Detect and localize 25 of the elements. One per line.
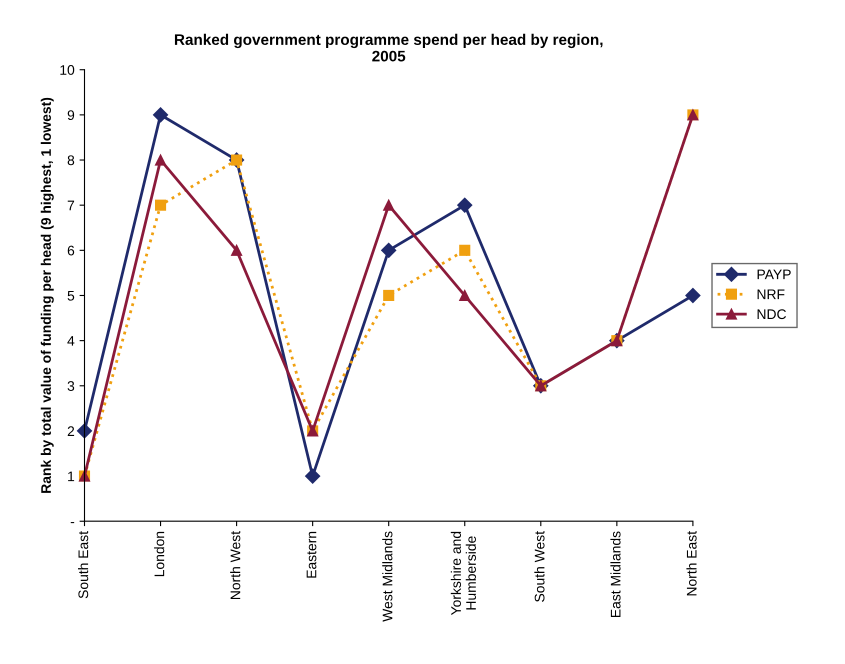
y-tick-label: 3	[68, 381, 74, 391]
x-tick-label: South East	[78, 531, 88, 598]
x-tick-label: Yorkshire and Humberside	[450, 532, 476, 616]
y-tick-label: 5	[68, 290, 74, 301]
chart-title: Ranked government programme spend per head by region, 2005	[174, 34, 602, 62]
x-tick-label: South West	[534, 531, 545, 602]
x-tick-label: Eastern	[306, 532, 316, 578]
y-tick-label: 2	[68, 426, 74, 436]
y-tick-label: -	[70, 522, 74, 524]
y-tick-label: 8	[68, 155, 74, 166]
x-tick-label: North East	[686, 531, 697, 596]
y-tick-label: 4	[67, 336, 74, 346]
y-tick-label: 9	[68, 110, 74, 120]
y-tick-label: 6	[68, 246, 74, 256]
y-tick-label: 1	[68, 472, 74, 482]
x-tick-label: London	[154, 532, 164, 576]
legend-label: NRF	[758, 290, 784, 300]
x-tick-label: North West	[230, 531, 240, 600]
y-axis-title: Rank by total value of funding per head (9 highest, 1 lowest)	[40, 98, 54, 493]
y-tick-label: 7	[68, 200, 74, 210]
x-tick-label: West Midlands	[382, 531, 392, 622]
y-tick-label: 10	[60, 65, 74, 75]
legend-label: PAYP	[758, 270, 791, 280]
legend-label: NDC	[758, 309, 786, 320]
x-tick-label: East Midlands	[610, 531, 621, 618]
